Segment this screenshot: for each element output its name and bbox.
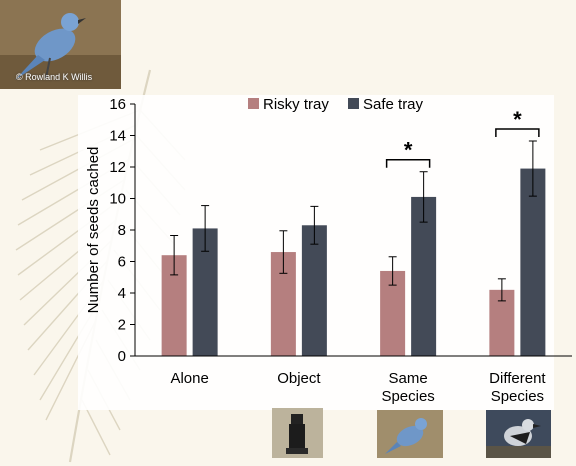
legend-swatch-risky (248, 98, 259, 109)
nutcracker-icon (486, 410, 551, 458)
legend-label-safe: Safe tray (363, 96, 424, 113)
y-tick-label: 8 (118, 222, 126, 239)
y-axis: 0 2 4 6 8 10 12 14 16 Number of seeds cached (85, 96, 136, 365)
x-tick-label: Species (491, 388, 544, 405)
y-tick-label: 2 (118, 317, 126, 334)
same-species-thumbnail (377, 410, 443, 458)
pinyon-jay-icon (0, 0, 121, 89)
x-tick-label: Different (489, 370, 546, 387)
x-tick-label: Alone (170, 370, 208, 387)
x-tick-label: Same (389, 370, 428, 387)
y-tick-label: 16 (109, 96, 126, 113)
y-tick-label: 10 (109, 191, 126, 208)
bar-safe (301, 225, 327, 356)
bar-safe (520, 168, 546, 356)
bars (161, 140, 546, 356)
object-icon (272, 408, 323, 458)
significance-bracket (495, 128, 540, 138)
photo-credit: © Rowland K Willis (16, 72, 93, 82)
significance-bracket (385, 158, 431, 168)
y-tick-label: 12 (109, 159, 126, 176)
bird-photo (0, 0, 121, 89)
x-tick-label: Object (277, 370, 321, 387)
y-tick-label: 4 (118, 285, 126, 302)
legend: Risky tray Safe tray (248, 96, 424, 113)
legend-swatch-safe (348, 98, 359, 109)
y-tick-label: 0 (118, 348, 126, 365)
different-species-thumbnail (486, 410, 551, 458)
y-tick-label: 6 (118, 254, 126, 271)
x-tick-label: Species (381, 388, 434, 405)
significance-star: * (404, 138, 413, 163)
significance-star: * (513, 107, 522, 132)
y-axis-title: Number of seeds cached (85, 147, 102, 314)
y-tick-label: 14 (109, 128, 126, 145)
bar-safe (411, 196, 437, 356)
significance-annotations: ** (385, 107, 540, 168)
object-thumbnail (272, 408, 323, 458)
legend-label-risky: Risky tray (263, 96, 329, 113)
pinyon-jay-icon (377, 410, 443, 458)
